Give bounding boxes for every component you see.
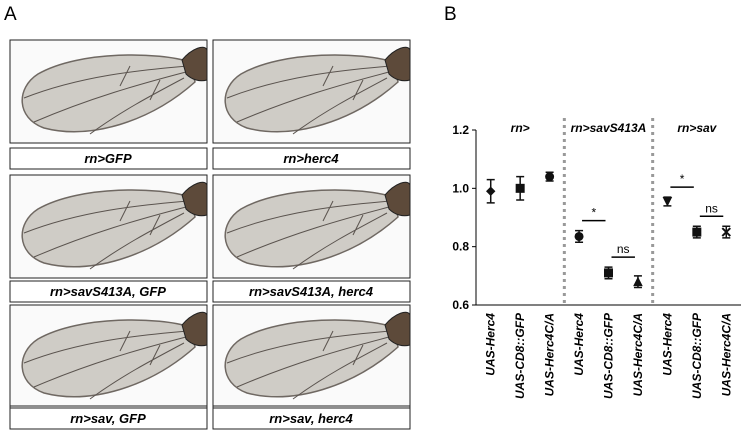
y-tick-label: 1.0 xyxy=(452,181,469,195)
group-label: rn> xyxy=(511,121,530,135)
wing-image xyxy=(9,174,208,279)
marker xyxy=(721,227,731,237)
significance-label: ns xyxy=(705,201,718,215)
caption: rn>savS413A, GFP xyxy=(50,284,166,299)
significance-label: ns xyxy=(617,242,630,256)
caption: rn>GFP xyxy=(84,151,132,166)
x-tick-label: UAS-Herc4 xyxy=(484,313,498,376)
marker xyxy=(574,231,584,241)
group-label: rn>savS413A xyxy=(571,121,647,135)
x-tick-label: UAS-CD8::GFP xyxy=(602,312,616,399)
marker xyxy=(545,172,555,182)
group-label: rn>sav xyxy=(677,121,717,135)
x-tick-label: UAS-CD8::GFP xyxy=(513,312,527,399)
panel-label: B xyxy=(444,4,457,25)
marker xyxy=(604,268,613,278)
wing-image xyxy=(212,174,411,279)
panel-label: A xyxy=(4,4,17,25)
wing-image xyxy=(212,39,411,144)
caption: rn>savS413A, herc4 xyxy=(249,284,374,299)
marker xyxy=(692,227,702,237)
x-tick-label: UAS-Herc4 xyxy=(572,313,586,376)
x-tick-label: UAS-Herc4C/A xyxy=(719,313,733,396)
significance-label: * xyxy=(680,172,685,186)
caption: rn>herc4 xyxy=(283,151,339,166)
x-tick-label: UAS-Herc4C/A xyxy=(631,313,645,396)
x-tick-label: UAS-Herc4C/A xyxy=(543,313,557,396)
y-tick-label: 1.2 xyxy=(452,123,469,137)
y-tick-label: 0.6 xyxy=(452,298,469,312)
marker xyxy=(633,276,643,287)
wing-image xyxy=(9,39,208,144)
marker xyxy=(486,186,496,196)
marker xyxy=(515,183,525,193)
wing-images xyxy=(9,39,411,430)
wing-image xyxy=(212,304,411,409)
y-tick-label: 0.8 xyxy=(452,240,469,254)
significance-label: * xyxy=(591,206,596,220)
x-tick-label: UAS-CD8::GFP xyxy=(690,312,704,399)
wing-image xyxy=(9,304,208,409)
caption: rn>sav, GFP xyxy=(70,411,146,426)
marker xyxy=(662,196,673,207)
caption: rn>sav, herc4 xyxy=(269,411,353,426)
x-tick-label: UAS-Herc4 xyxy=(660,313,674,376)
